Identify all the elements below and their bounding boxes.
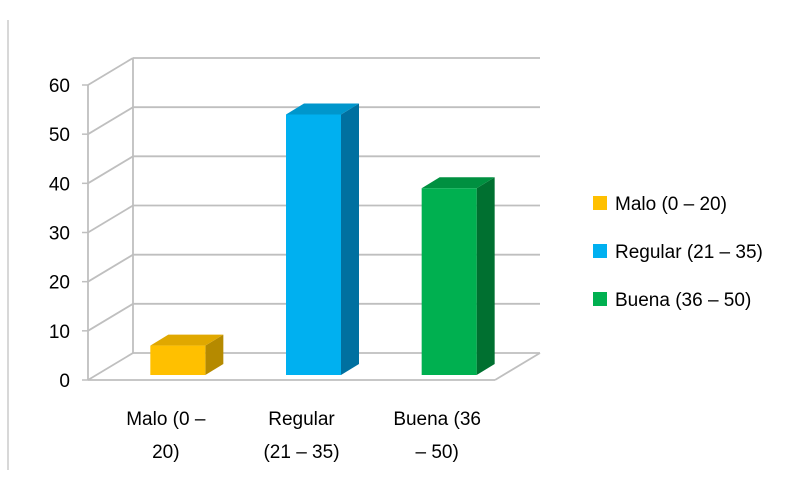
bar-side-face (476, 177, 495, 375)
x-tick-label-line1: Regular (268, 409, 335, 430)
bar-2 (286, 103, 359, 375)
y-tick-label: 0 (59, 371, 70, 392)
bar-front-face (150, 345, 206, 375)
legend-label: Regular (21 – 35) (615, 242, 763, 263)
x-tick-label-line1: Malo (0 – (126, 409, 206, 430)
gridline-side (87, 204, 134, 234)
bar-side-face (205, 334, 224, 375)
bar-side-face (341, 103, 359, 375)
y-tick-label: 60 (49, 76, 70, 97)
gridline-side (87, 352, 134, 381)
x-tick-label-line1: Buena (36 (393, 409, 481, 430)
x-axis-category-labels: Malo (0 – 20) Regular (21 – 35) Buena (36 – 5… (126, 409, 481, 463)
x-tick-label-line2: 20) (152, 442, 179, 463)
bar-front-face (286, 114, 341, 375)
gridline-side (87, 106, 134, 135)
legend-label: Buena (36 – 50) (615, 290, 751, 311)
gridline-side (87, 155, 134, 185)
x-tick-label-line2: (21 – 35) (263, 442, 339, 463)
y-tick-label: 20 (49, 273, 70, 294)
bar-top-face (150, 334, 224, 346)
y-axis-tick-labels: 0 10 20 30 40 50 60 (49, 76, 88, 392)
floor-edge (494, 352, 541, 381)
bar-3 (421, 177, 495, 375)
legend: Malo (0 – 20) Regular (21 – 35) Buena (36 … (593, 194, 763, 311)
legend-swatch (593, 244, 607, 258)
y-tick-label: 50 (49, 125, 70, 146)
y-tick-label: 10 (49, 322, 70, 343)
bars (150, 103, 495, 375)
legend-swatch (593, 196, 607, 210)
bar-top-face (286, 103, 359, 115)
legend-item: Malo (0 – 20) (593, 194, 727, 215)
legend-label: Malo (0 – 20) (615, 194, 727, 215)
gridline-side (87, 303, 134, 332)
bar-1 (150, 334, 224, 375)
bar-front-face (421, 188, 477, 375)
bar-top-face (421, 177, 495, 189)
y-tick-label: 30 (49, 224, 70, 245)
legend-item: Buena (36 – 50) (593, 290, 751, 311)
y-tick-label: 40 (49, 174, 70, 195)
gridline-side (87, 253, 134, 283)
x-tick-label-line2: – 50) (416, 442, 459, 463)
gridline-side (87, 57, 134, 86)
legend-swatch (593, 292, 607, 306)
legend-item: Regular (21 – 35) (593, 242, 763, 263)
